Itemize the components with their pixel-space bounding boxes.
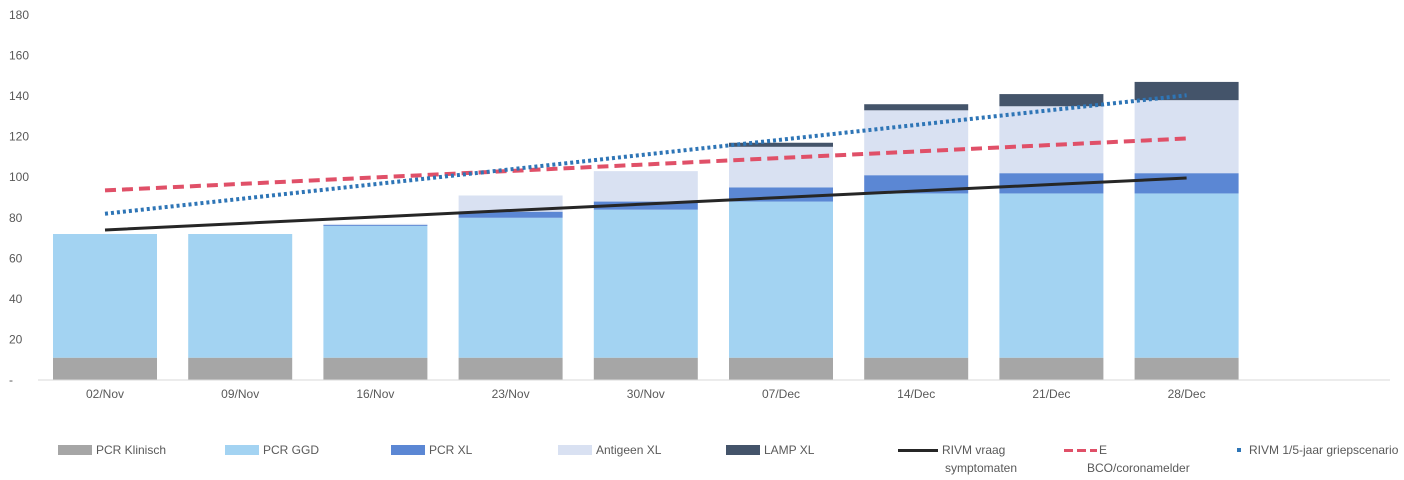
legend-item-e-bco-coronamelder: E BCO/coronamelder: [1064, 441, 1190, 477]
legend-item-pcr-klinisch: PCR Klinisch: [58, 441, 166, 459]
bar-segment: [999, 193, 1104, 358]
bar-segment: [1134, 193, 1239, 358]
bar-segment: [593, 201, 698, 210]
bar-series: [53, 81, 1239, 380]
legend-label-line2: BCO/coronamelder: [1087, 461, 1190, 475]
legend-swatch-solid: [898, 449, 938, 452]
bar-segment: [458, 195, 563, 212]
legend-label: LAMP XL: [764, 443, 815, 457]
bar-segment: [864, 104, 969, 111]
bar-segment: [323, 224, 428, 226]
bar-segment: [188, 234, 293, 358]
bar-segment: [188, 357, 293, 380]
y-tick-label: 120: [9, 130, 29, 144]
x-tick-label: 02/Nov: [86, 387, 124, 401]
y-tick-label: 180: [9, 8, 29, 22]
y-tick-label: -: [9, 373, 13, 387]
bar-segment: [458, 357, 563, 380]
y-axis-ticks: - 20 40 60 80 100 120 140 160 180: [9, 8, 29, 387]
legend-label: PCR Klinisch: [96, 443, 167, 457]
legend-swatch: [391, 445, 425, 455]
bar-segment: [593, 171, 698, 202]
legend-label: Antigeen XL: [596, 443, 662, 457]
bar-segment: [458, 217, 563, 358]
bar-segment: [999, 94, 1104, 107]
x-tick-label: 07/Dec: [762, 387, 800, 401]
bar-segment: [864, 357, 969, 380]
legend-label-line1: RIVM vraag: [942, 443, 1006, 457]
line-series: [104, 93, 1187, 232]
bar-segment: [864, 110, 969, 176]
legend-item-rivm-griepscenario: RIVM 1/5-jaar griepscenario: [1237, 441, 1398, 459]
x-tick-label: 16/Nov: [356, 387, 394, 401]
bar-segment: [53, 234, 157, 358]
legend-swatch: [58, 445, 92, 455]
legend-label: PCR XL: [429, 443, 473, 457]
bar-segment: [593, 209, 698, 358]
bar-segment: [1134, 100, 1239, 174]
bar-segment: [864, 193, 969, 358]
legend-swatch-dotted: [1237, 448, 1241, 452]
legend-item-pcr-ggd: PCR GGD: [225, 441, 319, 459]
chart-area: - 20 40 60 80 100 120 140 160 180 02/Nov 09/Nov 16/…: [9, 8, 1390, 401]
legend-swatch: [225, 445, 259, 455]
legend-label: RIVM 1/5-jaar griepscenario: [1249, 443, 1399, 457]
bar-segment: [323, 223, 428, 225]
bar-segment: [999, 106, 1104, 174]
x-tick-label: 09/Nov: [221, 387, 259, 401]
x-tick-label: 14/Dec: [897, 387, 935, 401]
x-tick-label: 21/Dec: [1032, 387, 1070, 401]
bar-segment: [458, 211, 563, 218]
trend-line: [104, 136, 1187, 193]
legend-label-line2: symptomaten: [945, 461, 1018, 475]
legend-item-pcr-xl: PCR XL: [391, 441, 472, 459]
trend-line: [104, 93, 1187, 216]
bar-segment: [1134, 173, 1239, 194]
y-tick-label: 160: [9, 49, 29, 63]
bar-segment: [1134, 81, 1239, 101]
bar-segment: [593, 357, 698, 380]
y-tick-label: 40: [9, 292, 23, 306]
bar-segment: [1134, 357, 1239, 380]
x-tick-label: 30/Nov: [627, 387, 665, 401]
bar-segment: [729, 146, 833, 188]
legend-label: E BCO/coronamelder: [1087, 441, 1190, 477]
legend-label-line1: E: [1099, 443, 1108, 457]
y-tick-label: 140: [9, 89, 29, 103]
x-tick-label: 28/Dec: [1168, 387, 1206, 401]
bar-segment: [729, 142, 833, 147]
legend-label: PCR GGD: [263, 443, 320, 457]
legend-label: RIVM vraag symptomaten: [942, 441, 1017, 477]
legend-swatch: [558, 445, 592, 455]
x-tick-label: 23/Nov: [492, 387, 530, 401]
legend-swatch: [726, 445, 760, 455]
x-axis-ticks: 02/Nov 09/Nov 16/Nov 23/Nov 30/Nov 07/Dec 14/D…: [86, 387, 1206, 401]
bar-segment: [323, 225, 428, 358]
y-tick-label: 80: [9, 211, 23, 225]
y-tick-label: 60: [9, 251, 23, 265]
legend-item-lamp-xl: LAMP XL: [726, 441, 814, 459]
bar-segment: [323, 357, 428, 380]
legend-swatch-dashed: [1064, 449, 1097, 452]
trend-line: [104, 176, 1187, 232]
bar-segment: [999, 357, 1104, 380]
legend-item-rivm-vraag-symptomaten: RIVM vraag symptomaten: [898, 441, 1017, 477]
bar-segment: [729, 201, 833, 358]
y-tick-label: 100: [9, 170, 29, 184]
bar-segment: [53, 357, 157, 380]
y-tick-label: 20: [9, 332, 23, 346]
bar-segment: [729, 357, 833, 380]
legend-item-antigeen-xl: Antigeen XL: [558, 441, 661, 459]
